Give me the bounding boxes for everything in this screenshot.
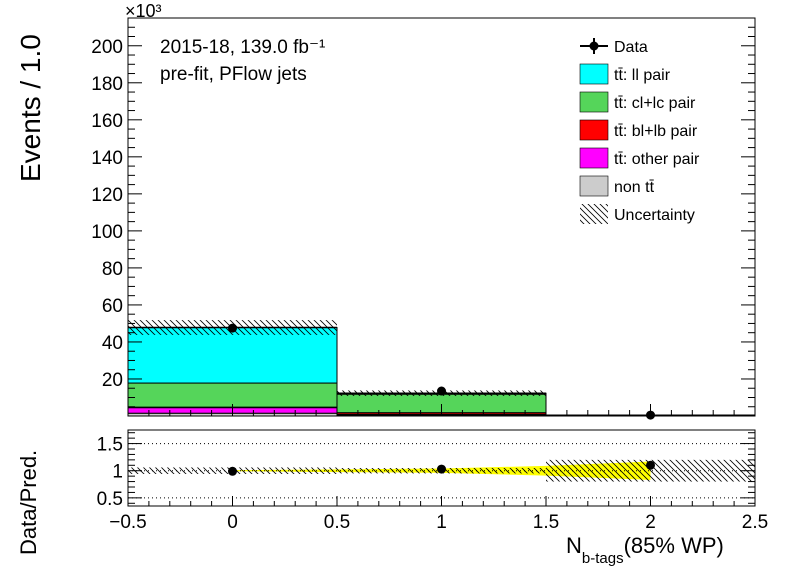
y-tick-label: 120 [91,185,123,206]
legend-swatch [580,92,608,112]
legend-label: Data [614,39,648,56]
legend-label: non tt̄ [614,179,655,196]
annotation-fit: pre-fit, PFlow jets [160,64,307,85]
legend-entry-5: non tt̄ [580,176,655,196]
y-tick-label: 200 [91,37,123,58]
ratio-y-tick-label: 0.5 [97,489,123,510]
legend-entry-3: tt̄: bl+lb pair [580,120,698,140]
ratio-point-2 [646,461,655,470]
stack-bar-0-4 [128,328,337,384]
y-axis-title: Events / 1.0 [15,34,46,182]
legend-swatch [580,148,608,168]
legend-entry-1: tt̄: ll pair [580,64,671,84]
ratio-y-axis-title: Data/Pred. [16,450,41,555]
x-axis-title-main: N [566,533,582,558]
x-tick-label: 2 [645,512,656,533]
legend-data-marker [590,42,599,51]
stack-bar-0-3 [128,383,337,407]
x-tick-label: 1 [436,512,447,533]
legend-entry-2: tt̄: cl+lc pair [580,92,696,112]
x-tick-label: 1.5 [533,512,559,533]
x-tick-label: 0.5 [324,512,350,533]
legend-label: tt̄: other pair [614,151,700,168]
x-tick-label: 0 [227,512,238,533]
y-multiplier: ×10³ [125,1,162,21]
annotation-lumi: 2015-18, 139.0 fb⁻¹ [160,37,325,58]
legend-swatch [580,64,608,84]
x-tick-label: −0.5 [109,512,147,533]
y-tick-label: 100 [91,222,123,243]
y-tick-label: 20 [102,370,123,391]
y-tick-label: 140 [91,148,123,169]
legend-hatch-swatch [580,204,608,224]
legend-swatch [580,120,608,140]
legend-entry-4: tt̄: other pair [580,148,700,168]
ratio-point-1 [437,465,446,474]
y-tick-label: 40 [102,333,123,354]
y-tick-label: 80 [102,259,123,280]
legend-label: Uncertainty [614,207,695,224]
ratio-point-0 [228,467,237,476]
legend-label: tt̄: cl+lc pair [614,95,696,112]
legend-label: tt̄: ll pair [614,67,671,84]
legend-entry-0: Data [580,38,648,56]
x-axis-title-sub: b-tags [582,550,624,567]
y-tick-label: 60 [102,296,123,317]
x-axis-title-suffix: (85% WP) [624,533,724,558]
y-tick-label: 180 [91,74,123,95]
legend-entry-6: Uncertainty [580,204,695,224]
x-tick-label: 2.5 [742,512,768,533]
ratio-plot-panel: 0.5 1 1.5 −0.5 0 0.5 1 1.5 2 2.5 [97,430,769,533]
legend: Data tt̄: ll pair tt̄: cl+lc pair tt̄: bl+l… [580,38,700,224]
data-point-0 [228,324,237,333]
ratio-y-tick-label: 1.5 [97,435,123,456]
legend-label: tt̄: bl+lb pair [614,123,698,140]
data-point-1 [437,387,446,396]
ratio-y-tick-label: 1 [112,462,123,483]
y-tick-label: 160 [91,111,123,132]
legend-swatch [580,176,608,196]
x-axis-title: Nb-tags(85% WP) [566,533,724,567]
